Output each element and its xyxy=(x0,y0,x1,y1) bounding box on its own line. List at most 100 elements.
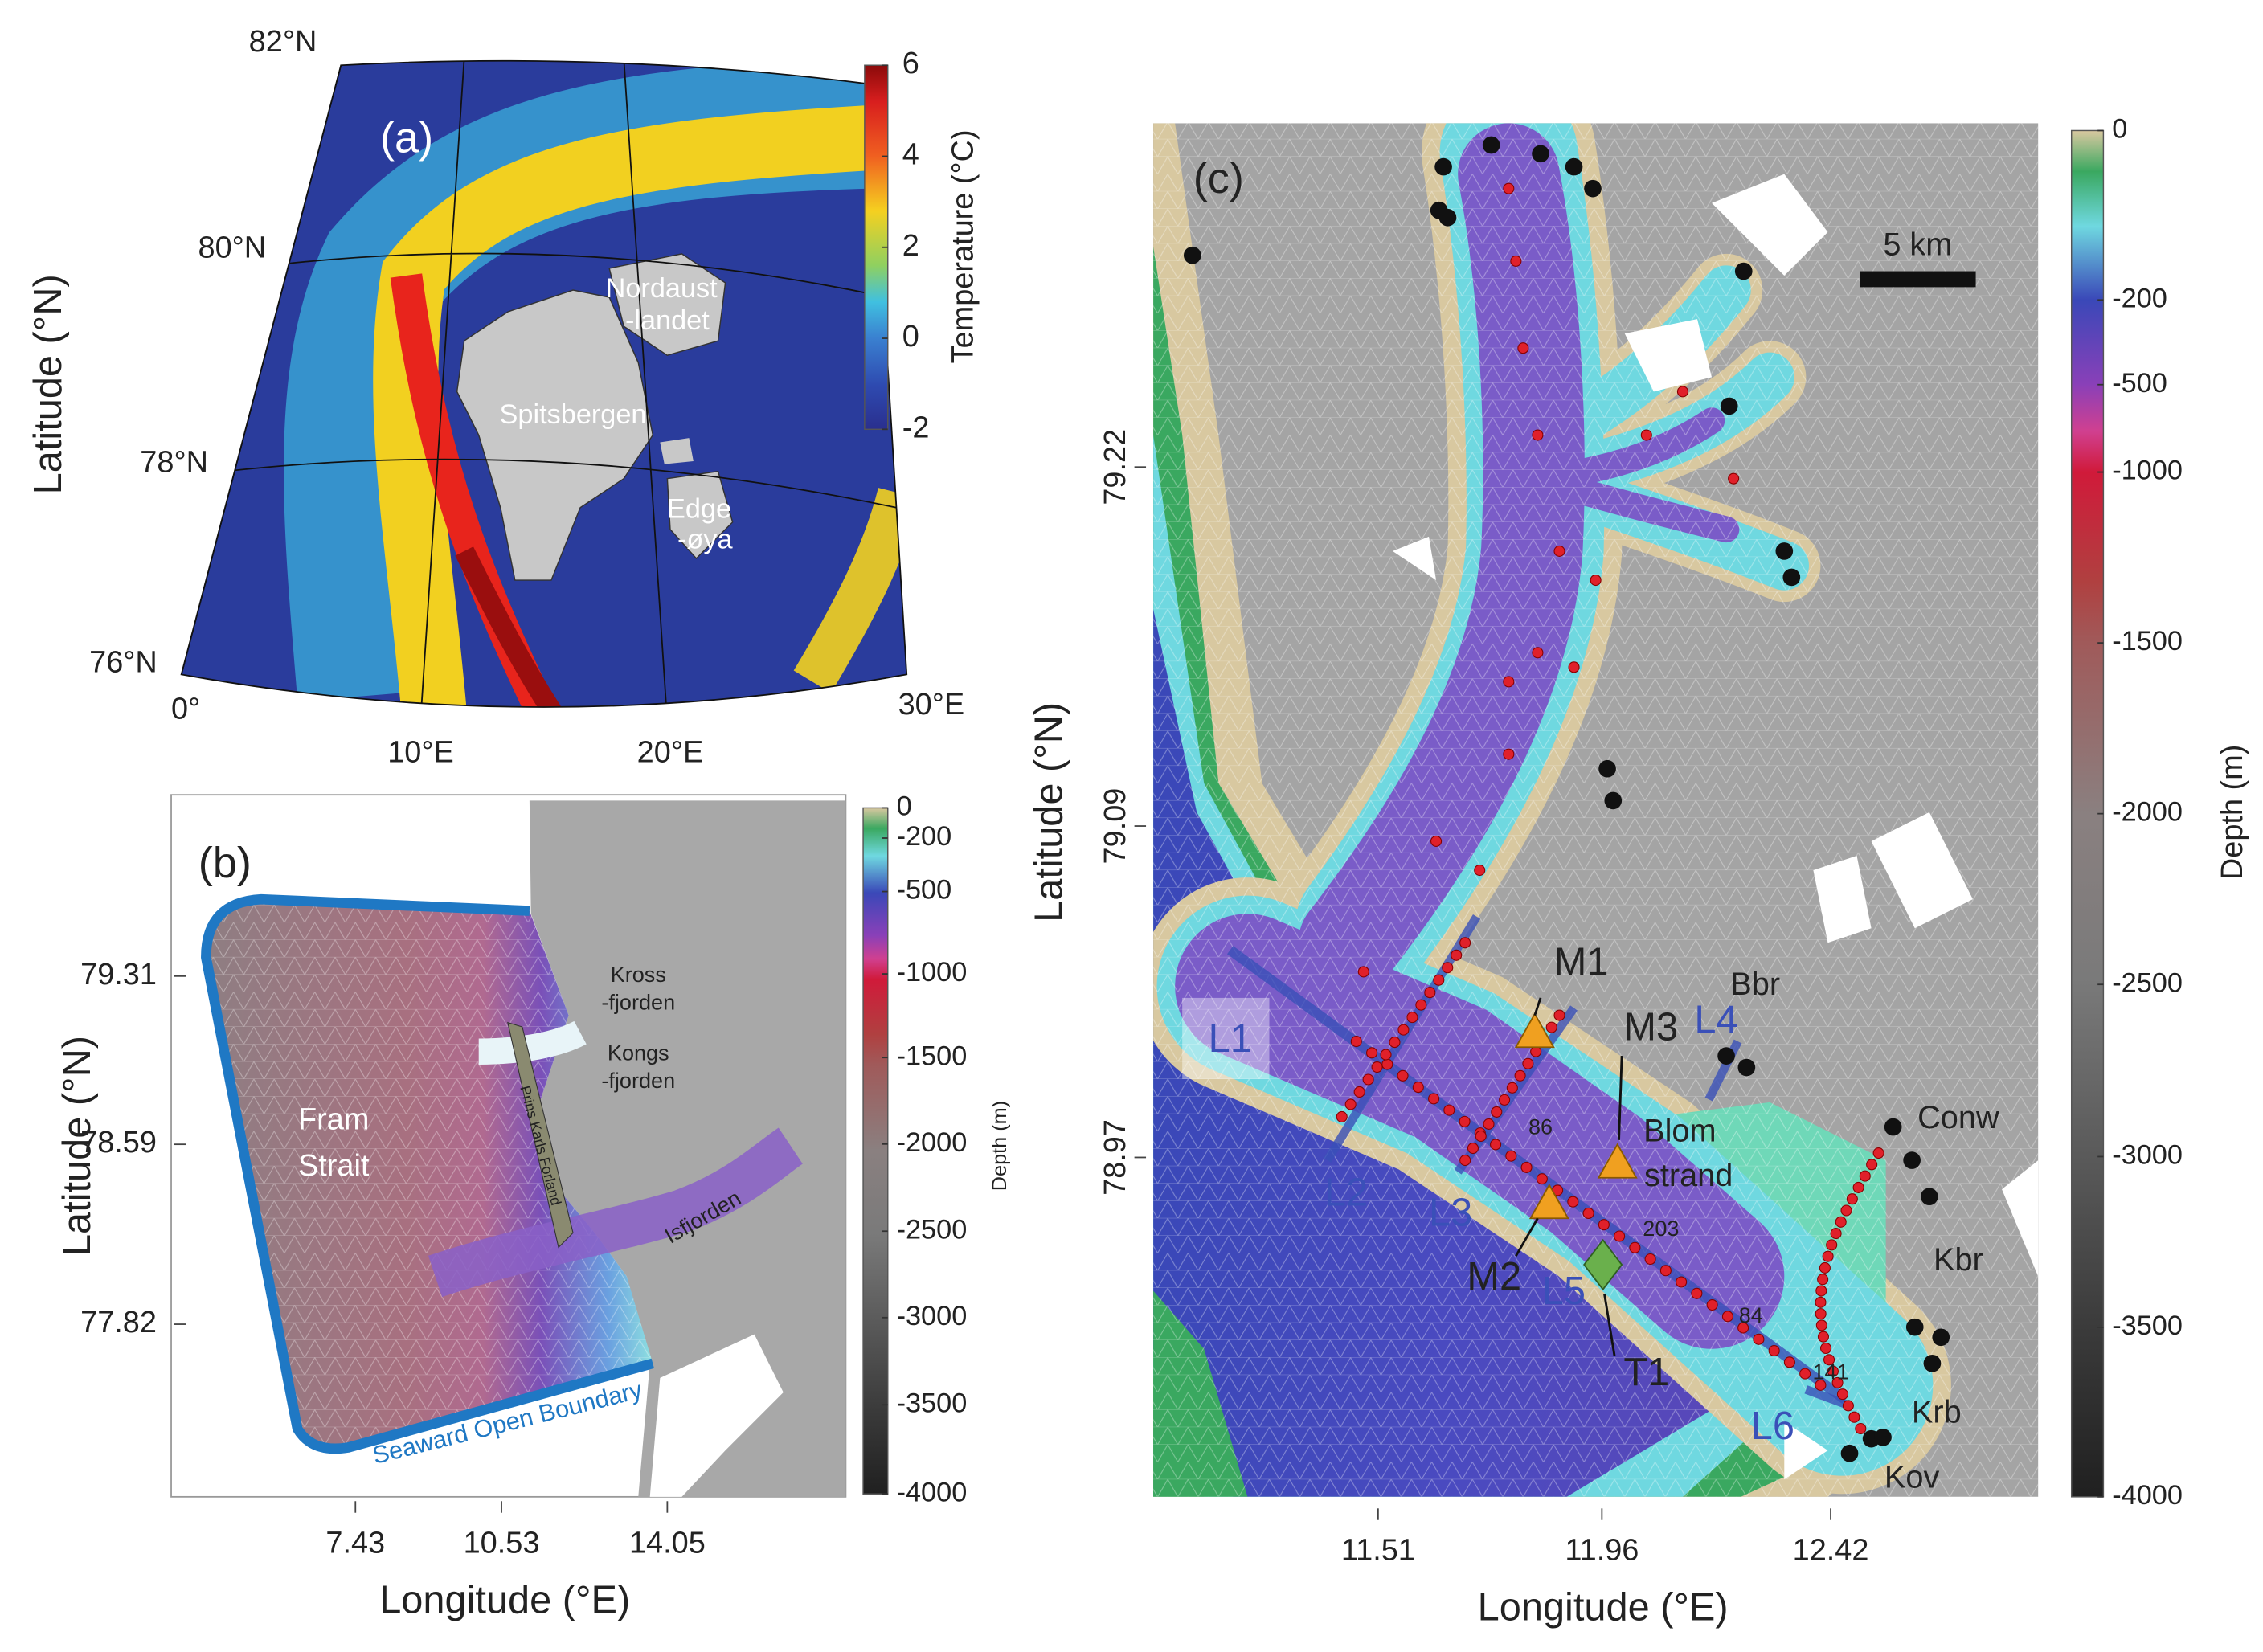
station xyxy=(1483,1118,1495,1130)
station xyxy=(1545,1021,1557,1033)
station xyxy=(1412,1082,1424,1094)
colorbar-tick-label: -1000 xyxy=(2112,456,2183,486)
station xyxy=(1366,1047,1378,1059)
site-marker xyxy=(1183,246,1201,264)
colorbar-tick-label: -2500 xyxy=(897,1214,968,1245)
site-marker xyxy=(1584,179,1602,198)
station xyxy=(1846,1193,1858,1205)
colorbar-tick-label: -1500 xyxy=(897,1041,968,1071)
land xyxy=(456,289,654,581)
station xyxy=(1817,1331,1829,1343)
transect-label: L3 xyxy=(1429,1192,1472,1235)
station xyxy=(1753,1333,1765,1345)
station xyxy=(1506,1082,1518,1094)
station xyxy=(1835,1216,1847,1228)
place-label: -fjorden xyxy=(601,1068,675,1093)
station xyxy=(1676,386,1688,398)
site-marker xyxy=(1604,791,1623,810)
pointer xyxy=(1603,1293,1616,1356)
colorbar-tick-label: -1500 xyxy=(2112,626,2183,656)
site-marker xyxy=(1903,1151,1921,1169)
station xyxy=(1737,1322,1749,1334)
panel-c: 5 km (c) Latitude (°N) Longitude (°E) L1… xyxy=(1028,123,2249,1630)
station xyxy=(1491,1106,1503,1118)
lat-tick-label: 79.09 xyxy=(1099,788,1132,865)
site-marker xyxy=(1920,1188,1938,1206)
station xyxy=(1815,1379,1827,1391)
colorbar-tick-label: -2000 xyxy=(2112,797,2183,828)
station xyxy=(1614,1230,1626,1242)
place-label: -øya xyxy=(677,524,733,554)
site-marker xyxy=(1923,1354,1942,1372)
station xyxy=(1859,1170,1871,1182)
colorbar-tick-label: 0 xyxy=(2112,114,2127,145)
station xyxy=(1842,1400,1854,1412)
lat-tick-label: 80°N xyxy=(198,231,267,264)
lon-tick-label: 0° xyxy=(171,693,200,726)
lon-tick-label: 30°E xyxy=(898,688,965,722)
temperature-band xyxy=(793,488,907,693)
station xyxy=(1433,974,1445,986)
colorbar-tick-label: -2 xyxy=(902,411,930,444)
x-axis-label: Longitude (°E) xyxy=(1478,1586,1729,1630)
station xyxy=(1443,1104,1455,1116)
colorbar-tick-label: -200 xyxy=(897,821,952,852)
site-marker xyxy=(1734,262,1753,280)
station xyxy=(1822,1250,1834,1262)
station xyxy=(1567,1196,1579,1208)
label-box xyxy=(1182,997,1270,1079)
station xyxy=(1852,1181,1864,1193)
station xyxy=(1553,545,1565,557)
point-label: 141 xyxy=(1812,1360,1848,1384)
place-label: Spitsbergen xyxy=(500,399,647,430)
panel-a: (a) Latitude (°N) 82°N 80°N 78°N 76°N 0°… xyxy=(27,25,980,769)
station xyxy=(1783,1356,1795,1368)
colorbar xyxy=(862,807,889,1495)
station xyxy=(1815,1308,1827,1320)
station xyxy=(1517,342,1529,354)
site-marker xyxy=(1775,542,1794,560)
station xyxy=(1520,1161,1533,1173)
station xyxy=(1536,1173,1548,1185)
site-marker xyxy=(1874,1429,1892,1446)
station xyxy=(1532,647,1544,659)
lon-tick-label: 10.53 xyxy=(464,1526,540,1560)
lat-tick-label: 77.82 xyxy=(80,1306,157,1339)
colorbar-tick-label: -2000 xyxy=(897,1127,968,1158)
station xyxy=(1406,1012,1418,1024)
colorbar-tick-label: -500 xyxy=(897,875,952,906)
station xyxy=(1459,1155,1471,1167)
station xyxy=(1353,1086,1365,1098)
colorbar-tick-label: 6 xyxy=(902,47,919,80)
station xyxy=(1815,1296,1827,1308)
station xyxy=(1503,182,1515,194)
land xyxy=(507,1021,574,1249)
fjord xyxy=(428,1127,804,1298)
lon-tick-label: 14.05 xyxy=(629,1526,706,1560)
station xyxy=(1397,1024,1410,1036)
station xyxy=(1389,1037,1401,1049)
colorbar-tick-label: -3000 xyxy=(2112,1140,2183,1171)
scale-bar xyxy=(1860,271,1976,288)
place-label: Kross xyxy=(611,962,666,987)
colorbar-tick-label: -4000 xyxy=(2112,1480,2183,1511)
station xyxy=(1371,1061,1383,1073)
pointer xyxy=(1515,1217,1539,1257)
station xyxy=(1836,1388,1848,1401)
transect-label: L2 xyxy=(1324,1171,1368,1214)
station xyxy=(1503,676,1515,688)
x-axis-label: Longitude (°E) xyxy=(379,1579,630,1622)
site-label: Kbr xyxy=(1934,1242,1983,1278)
colorbar-tick-label: -2500 xyxy=(2112,967,2183,998)
station xyxy=(1659,1265,1672,1277)
station xyxy=(1568,661,1580,673)
lat-tick-label: 76°N xyxy=(89,646,158,680)
land xyxy=(666,470,734,560)
lon-tick-label: 12.42 xyxy=(1793,1533,1869,1567)
station xyxy=(1855,1422,1867,1435)
station xyxy=(1706,1299,1718,1311)
station xyxy=(1459,937,1471,949)
land xyxy=(660,438,694,464)
